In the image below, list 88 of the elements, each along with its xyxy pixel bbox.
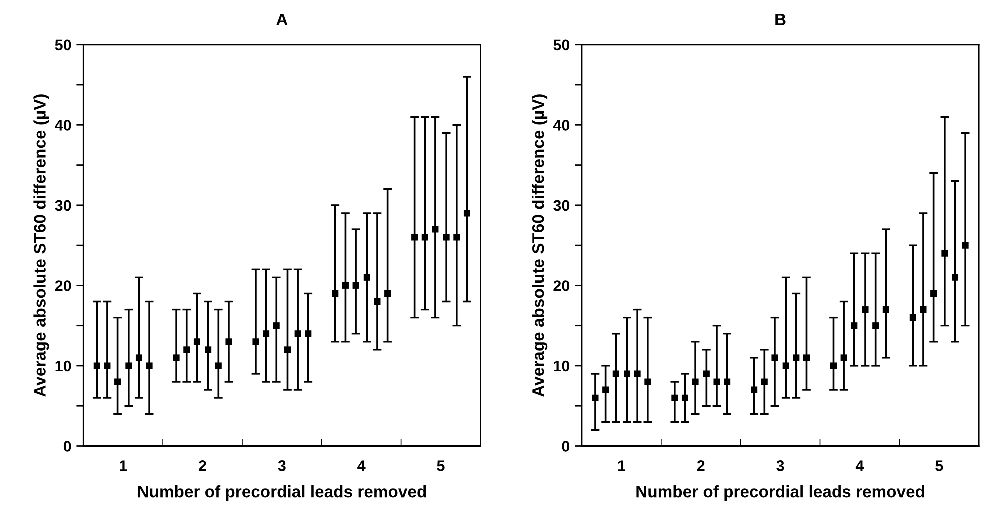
y-tick-label: 0 — [64, 441, 72, 452]
point — [840, 354, 848, 362]
point — [910, 314, 916, 322]
x-tick-label: 4 — [856, 460, 864, 472]
point — [454, 234, 460, 241]
x-tick-label: 1 — [618, 460, 626, 472]
y-tick-label: 40 — [553, 120, 570, 131]
point — [724, 378, 731, 386]
point — [930, 290, 938, 297]
point — [692, 378, 699, 386]
point — [872, 322, 880, 330]
x-axis-title: Number of precordial leads removed — [138, 485, 426, 502]
point — [761, 378, 768, 386]
point — [412, 234, 418, 241]
y-tick-label: 10 — [554, 360, 570, 372]
point — [962, 242, 969, 249]
point — [432, 226, 439, 233]
point — [443, 234, 450, 241]
point — [205, 346, 212, 354]
point — [194, 338, 200, 346]
chart-title: B — [776, 14, 786, 26]
point — [364, 274, 370, 281]
y-axis-title: Average absolute ST60 difference (µV) — [34, 94, 50, 397]
y-axis-title: Average absolute ST60 difference (µV) — [532, 94, 548, 397]
x-axis-title: Number of precordial leads removed — [636, 485, 924, 502]
point — [952, 274, 959, 281]
point — [644, 378, 652, 386]
point — [284, 346, 291, 354]
point — [602, 386, 610, 394]
point — [592, 394, 599, 402]
y-tick-label: 0 — [562, 441, 570, 452]
point — [294, 330, 302, 338]
point — [332, 290, 339, 297]
point — [782, 362, 790, 370]
point — [114, 378, 122, 386]
y-tick-label: 40 — [55, 120, 72, 131]
point — [862, 306, 869, 314]
point — [422, 234, 428, 241]
x-tick-label: 2 — [199, 460, 206, 472]
point — [882, 306, 890, 314]
point — [624, 370, 631, 378]
point — [126, 362, 132, 370]
point — [714, 378, 720, 386]
point — [184, 346, 190, 354]
point — [215, 362, 222, 370]
x-tick-label: 3 — [278, 460, 286, 472]
point — [751, 386, 758, 394]
point — [273, 322, 280, 330]
y-tick-label: 30 — [554, 200, 570, 212]
point — [793, 354, 800, 362]
point — [226, 338, 232, 346]
y-tick-label: 50 — [55, 40, 72, 51]
point — [342, 282, 349, 289]
point — [672, 394, 678, 402]
x-tick-label: 2 — [697, 460, 705, 472]
point — [384, 290, 392, 297]
x-tick-label: 4 — [358, 460, 366, 472]
point — [352, 282, 360, 289]
y-tick-label: 50 — [554, 40, 570, 51]
point — [374, 298, 381, 306]
point — [173, 354, 180, 362]
x-tick-label: 5 — [936, 460, 944, 472]
point — [942, 250, 948, 257]
point — [94, 362, 100, 370]
point — [920, 306, 927, 314]
point — [263, 330, 270, 338]
y-tick-label: 10 — [56, 360, 72, 372]
point — [252, 338, 260, 346]
x-tick-label: 1 — [120, 460, 128, 472]
y-tick-label: 20 — [55, 280, 72, 292]
x-tick-label: 5 — [437, 460, 445, 472]
point — [104, 362, 111, 370]
point — [305, 330, 312, 338]
y-tick-label: 20 — [554, 280, 570, 292]
point — [682, 394, 688, 402]
point — [851, 322, 858, 330]
point — [830, 362, 837, 370]
point — [612, 370, 620, 378]
point — [146, 362, 153, 370]
point — [136, 354, 142, 362]
chart-title: A — [276, 14, 288, 26]
point — [464, 210, 470, 217]
point — [772, 354, 778, 362]
point — [634, 370, 641, 378]
x-tick-label: 3 — [776, 460, 784, 472]
point — [703, 370, 710, 378]
point — [803, 354, 810, 362]
y-tick-label: 30 — [55, 200, 72, 212]
